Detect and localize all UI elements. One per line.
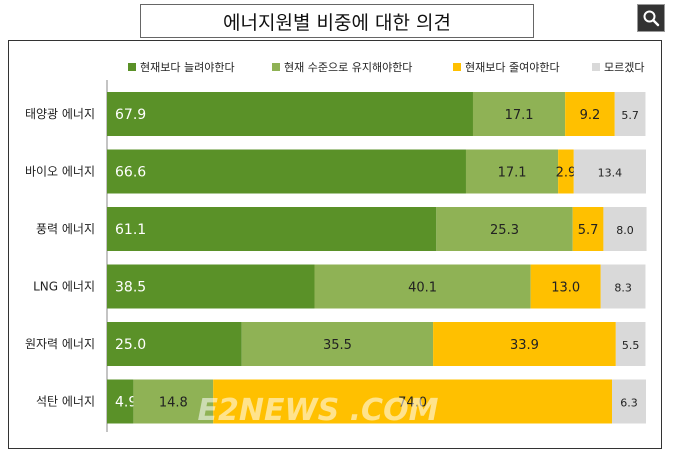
data-label: 5.7 xyxy=(578,223,599,238)
data-label: 5.5 xyxy=(622,339,640,352)
data-label: 61.1 xyxy=(115,222,146,238)
bar-segment xyxy=(612,379,646,424)
bar-segment xyxy=(600,264,646,309)
bar-segment xyxy=(433,322,616,366)
watermark-text: E2NEWS .COM xyxy=(198,393,439,428)
legend-swatch xyxy=(453,63,461,71)
bar-segment xyxy=(603,207,647,251)
data-label: 6.3 xyxy=(620,397,638,410)
legend-swatch xyxy=(128,63,136,71)
bar-segment xyxy=(107,92,473,136)
bar-segment xyxy=(107,379,134,424)
category-label: 석탄 에너지 xyxy=(36,395,95,409)
data-label: 74.0 xyxy=(398,396,427,411)
bar-segment xyxy=(573,149,646,194)
data-label: 35.5 xyxy=(323,338,352,353)
bar-segment xyxy=(565,92,615,136)
data-label: 14.8 xyxy=(159,396,188,411)
bar-segment xyxy=(615,322,646,366)
bar-segment xyxy=(107,322,242,366)
bar-segment xyxy=(107,207,437,251)
data-label: 17.1 xyxy=(505,108,534,123)
bar-segment xyxy=(107,149,466,194)
data-label: 9.2 xyxy=(580,108,601,123)
chart-frame xyxy=(8,40,662,449)
data-label: 17.1 xyxy=(498,166,527,181)
bar-segment xyxy=(530,264,601,309)
data-label: 25.0 xyxy=(115,337,146,353)
data-label: 67.9 xyxy=(115,107,146,123)
bar-segment xyxy=(572,207,604,251)
category-label: LNG 에너지 xyxy=(33,280,95,294)
data-label: 25.3 xyxy=(490,223,519,238)
category-label: 바이오 에너지 xyxy=(25,165,95,179)
data-label: 66.6 xyxy=(115,165,146,181)
data-label: 4.9 xyxy=(115,395,137,411)
chart-title: 에너지원별 비중에 대한 의견 xyxy=(223,11,451,34)
data-label: 8.3 xyxy=(614,282,632,295)
data-label: 13.4 xyxy=(598,167,623,180)
legend-label: 현재보다 줄여야한다 xyxy=(465,61,560,74)
data-label: 5.7 xyxy=(621,109,639,122)
bar-segment xyxy=(465,149,559,194)
legend-swatch xyxy=(272,63,280,71)
legend-label: 현재 수준으로 유지해야한다 xyxy=(284,60,412,74)
bar-segment xyxy=(436,207,573,251)
category-label: 풍력 에너지 xyxy=(36,222,95,236)
bar-segment xyxy=(107,264,315,309)
bar-segment xyxy=(241,322,434,366)
legend-label: 모르겠다 xyxy=(604,61,644,74)
data-label: 13.0 xyxy=(551,281,580,296)
bar-segment xyxy=(614,92,646,136)
data-label: 33.9 xyxy=(510,338,539,353)
bar-segment xyxy=(133,379,214,424)
data-label: 8.0 xyxy=(616,224,634,237)
zoom-button[interactable] xyxy=(637,4,665,32)
data-label: 38.5 xyxy=(115,280,146,296)
chart-title-box: 에너지원별 비중에 대한 의견 xyxy=(140,4,534,38)
data-label: 40.1 xyxy=(408,281,437,296)
category-label: 원자력 에너지 xyxy=(25,337,95,351)
legend-swatch xyxy=(592,63,600,71)
legend-label: 현재보다 늘려야한다 xyxy=(140,61,235,74)
legend: 현재보다 늘려야한다 현재 수준으로 유지해야한다 현재보다 줄여야한다 모르겠다 xyxy=(128,60,644,74)
data-label: 2.9 xyxy=(556,166,577,181)
bar-segment xyxy=(472,92,566,136)
bar-segment xyxy=(314,264,531,309)
bar-segment xyxy=(558,149,574,194)
magnifier-icon xyxy=(643,10,660,27)
category-label: 태양광 에너지 xyxy=(25,107,95,121)
bar-group: 67.9 17.1 9.2 5.7 66.6 17.1 2.9 13.4 61.1 25.3 5.7… xyxy=(107,92,647,424)
bar-segment xyxy=(213,379,613,424)
